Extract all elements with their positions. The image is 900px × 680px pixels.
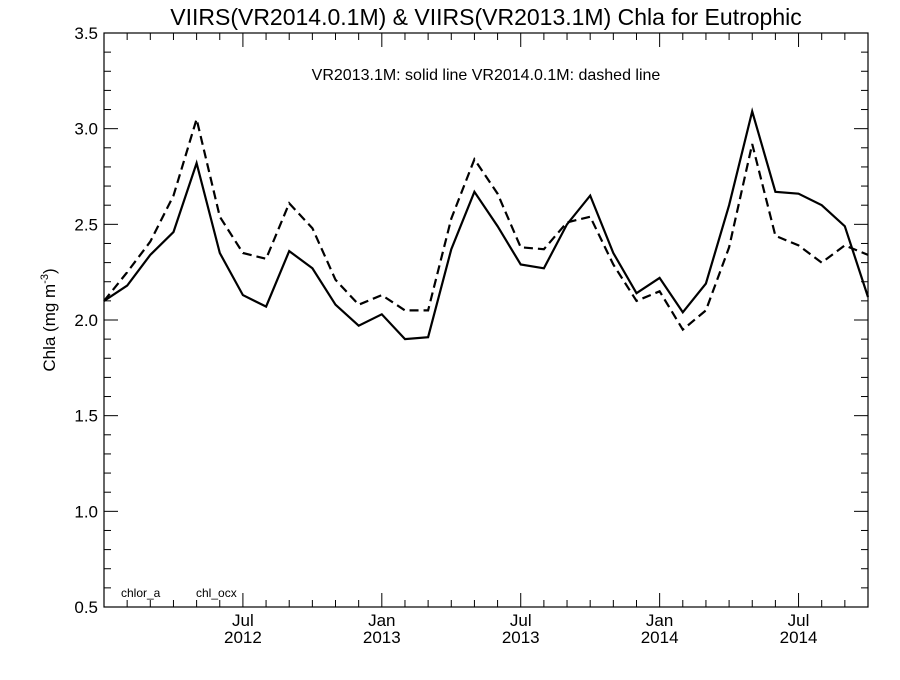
x-tick-label-month: Jul [510, 611, 532, 630]
x-tick-label-month: Jul [788, 611, 810, 630]
corner-label-chl-ocx: chl_ocx [196, 586, 237, 600]
x-tick-label-month: Jul [232, 611, 254, 630]
y-tick-label: 1.0 [74, 502, 98, 521]
x-tick-label-year: 2013 [502, 628, 540, 647]
y-tick-label: 1.5 [74, 407, 98, 426]
line-style-annotation: VR2013.1M: solid line VR2014.0.1M: dashe… [312, 67, 661, 84]
x-tick-label-year: 2014 [780, 628, 818, 647]
corner-label-chlor-a: chlor_a [121, 586, 161, 600]
y-tick-label: 0.5 [74, 598, 98, 617]
x-tick-label-month: Jan [368, 611, 395, 630]
y-axis-label-close: ) [40, 268, 59, 274]
series-line-dashed [103, 114, 869, 332]
y-tick-label: 2.0 [74, 311, 98, 330]
x-tick-label-year: 2014 [641, 628, 679, 647]
y-axis-label-superscript: -3 [39, 274, 51, 284]
y-axis-label-main: Chla (mg m [40, 284, 59, 372]
y-tick-label: 3.5 [74, 24, 98, 43]
chart-title: VIIRS(VR2014.0.1M) & VIIRS(VR2013.1M) Ch… [170, 4, 801, 30]
y-tick-label: 3.0 [74, 120, 98, 139]
x-tick-label-year: 2012 [224, 628, 262, 647]
y-axis: 0.5 1.0 1.5 2.0 2.5 3.0 3.5 [74, 24, 868, 617]
series-layer [103, 107, 870, 341]
y-axis-label: Chla (mg m-3) [39, 268, 59, 371]
x-tick-label-month: Jan [646, 611, 673, 630]
series-line-solid [103, 107, 870, 341]
y-tick-label: 2.5 [74, 215, 98, 234]
x-tick-label-year: 2013 [363, 628, 401, 647]
